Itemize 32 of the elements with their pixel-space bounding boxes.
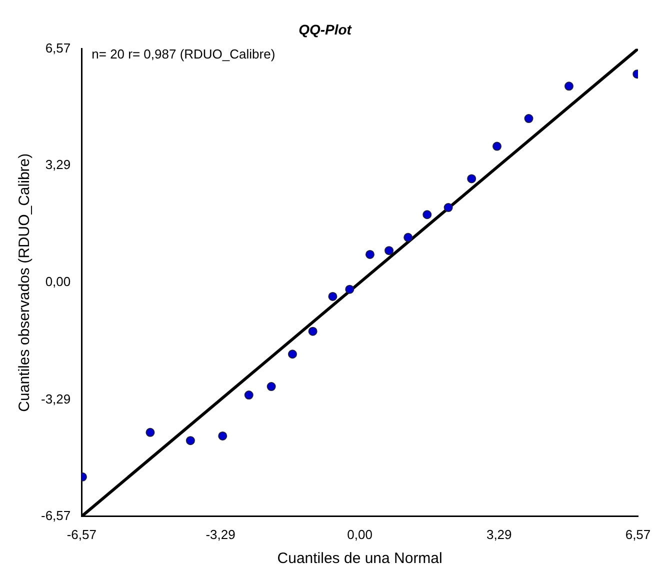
chart-title: QQ-Plot bbox=[298, 21, 353, 38]
x-tick-label: -3,29 bbox=[206, 526, 236, 542]
y-tick-label: -6,57 bbox=[40, 508, 71, 523]
x-tick-label: 0,00 bbox=[347, 526, 372, 542]
point bbox=[444, 203, 453, 212]
y-tick-label: 0,00 bbox=[45, 274, 71, 290]
point bbox=[288, 350, 297, 359]
point bbox=[266, 382, 276, 392]
point bbox=[524, 114, 534, 124]
point bbox=[244, 390, 254, 400]
point bbox=[467, 174, 476, 184]
y-axis-title: Cuantiles observados (RDUO_Calibre) bbox=[16, 153, 34, 412]
x-tick-label: 3,29 bbox=[486, 526, 512, 542]
y-tick-label: 3,29 bbox=[45, 157, 71, 172]
point bbox=[218, 431, 228, 440]
point bbox=[308, 326, 318, 336]
point bbox=[186, 436, 195, 446]
point bbox=[365, 250, 374, 259]
point bbox=[422, 210, 432, 220]
point bbox=[564, 82, 574, 91]
point bbox=[328, 292, 338, 301]
annotation: n= 20 r= 0,987 (RDUO_Calibre) bbox=[92, 46, 276, 62]
point bbox=[492, 142, 502, 151]
point bbox=[146, 428, 155, 437]
point bbox=[345, 284, 354, 294]
x-tick-label: 6,57 bbox=[625, 526, 651, 542]
x-axis-title: Cuantiles de una Normal bbox=[277, 550, 442, 568]
point bbox=[384, 246, 394, 256]
y-tick-label: -3,29 bbox=[40, 391, 71, 406]
point bbox=[404, 232, 413, 242]
x-tick-label: -6,57 bbox=[66, 526, 96, 542]
y-tick-label: 6,57 bbox=[45, 40, 71, 56]
